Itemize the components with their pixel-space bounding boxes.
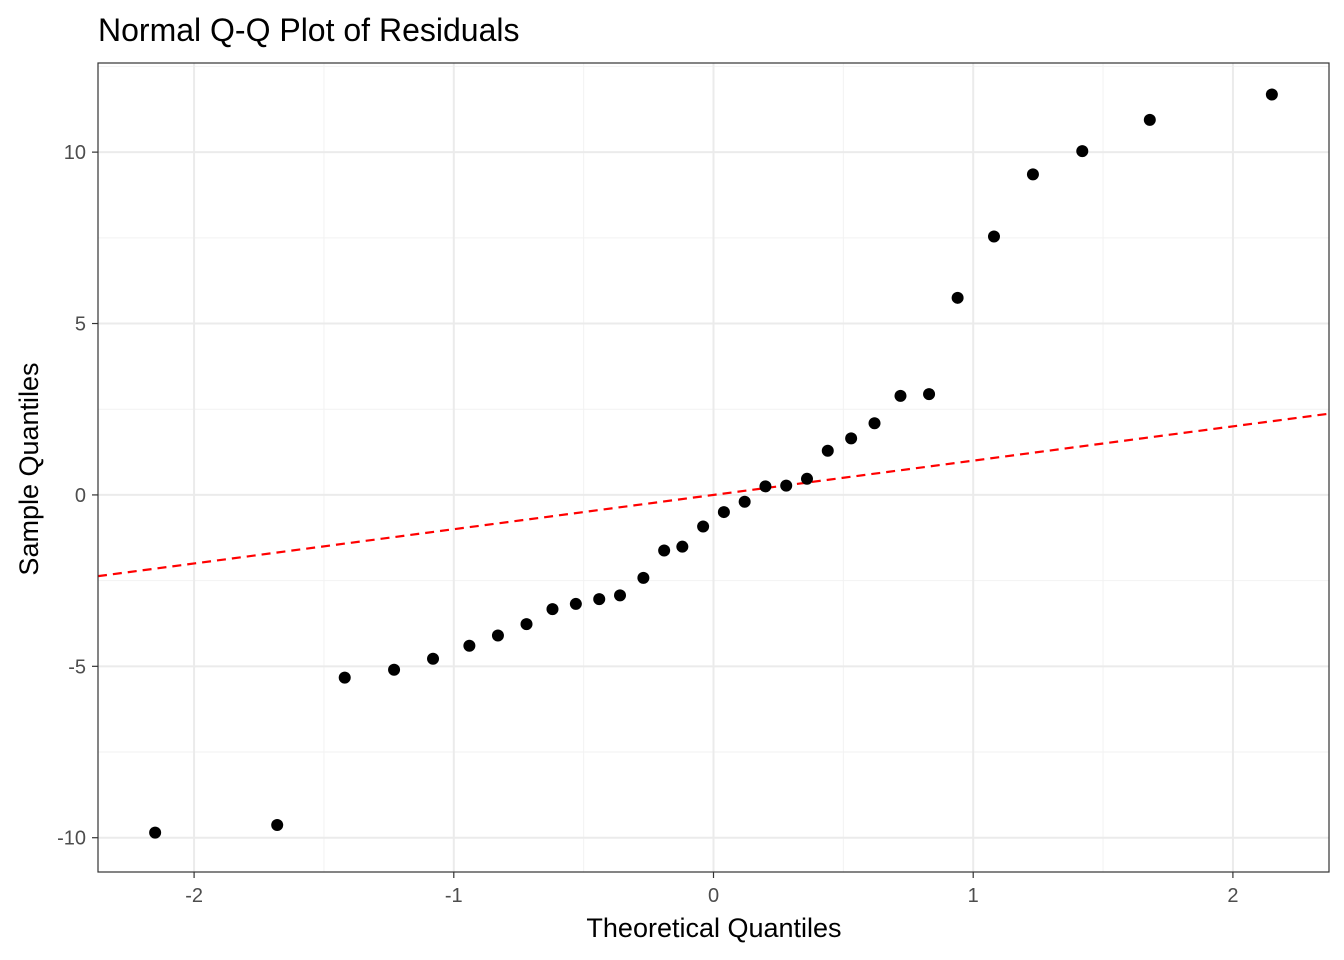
data-point <box>658 544 671 557</box>
data-point <box>676 540 689 553</box>
data-point <box>821 444 834 457</box>
data-point <box>1143 113 1156 126</box>
x-tick-label: 0 <box>708 885 719 907</box>
reference-line <box>98 412 1329 578</box>
x-tick-label: 1 <box>968 885 979 907</box>
data-point <box>388 663 401 676</box>
data-point <box>697 520 710 533</box>
data-point <box>717 506 730 519</box>
x-tick-label: 2 <box>1227 885 1238 907</box>
data-point <box>427 652 440 665</box>
y-axis-title: Sample Quantiles <box>14 362 44 575</box>
data-point <box>894 389 907 402</box>
data-point <box>845 432 858 445</box>
data-point <box>868 417 881 430</box>
y-tick-label: 5 <box>75 314 86 336</box>
data-point <box>738 495 751 508</box>
y-tick-label: -10 <box>57 828 86 850</box>
x-tick-label: -2 <box>185 885 203 907</box>
data-point <box>780 479 793 492</box>
data-point <box>593 593 606 606</box>
data-point <box>1026 168 1039 181</box>
y-tick-label: 10 <box>64 142 86 164</box>
data-point <box>951 291 964 304</box>
data-point <box>569 597 582 610</box>
data-point <box>987 230 1000 243</box>
y-tick-label: -5 <box>68 656 86 678</box>
data-point <box>463 639 476 652</box>
data-point <box>491 629 504 642</box>
data-point <box>149 826 162 839</box>
y-tick-label: 0 <box>75 485 86 507</box>
data-point <box>759 480 772 493</box>
data-point <box>614 589 627 602</box>
data-point <box>1076 145 1089 158</box>
data-point <box>637 571 650 584</box>
data-point <box>520 618 533 631</box>
data-point <box>338 671 351 684</box>
data-point <box>923 388 936 401</box>
data-point <box>800 472 813 485</box>
x-tick-label: -1 <box>445 885 463 907</box>
data-point <box>271 819 284 832</box>
chart-title: Normal Q-Q Plot of Residuals <box>98 12 519 48</box>
data-point <box>546 603 559 616</box>
data-point <box>1265 88 1278 101</box>
x-axis-title: Theoretical Quantiles <box>586 913 841 943</box>
